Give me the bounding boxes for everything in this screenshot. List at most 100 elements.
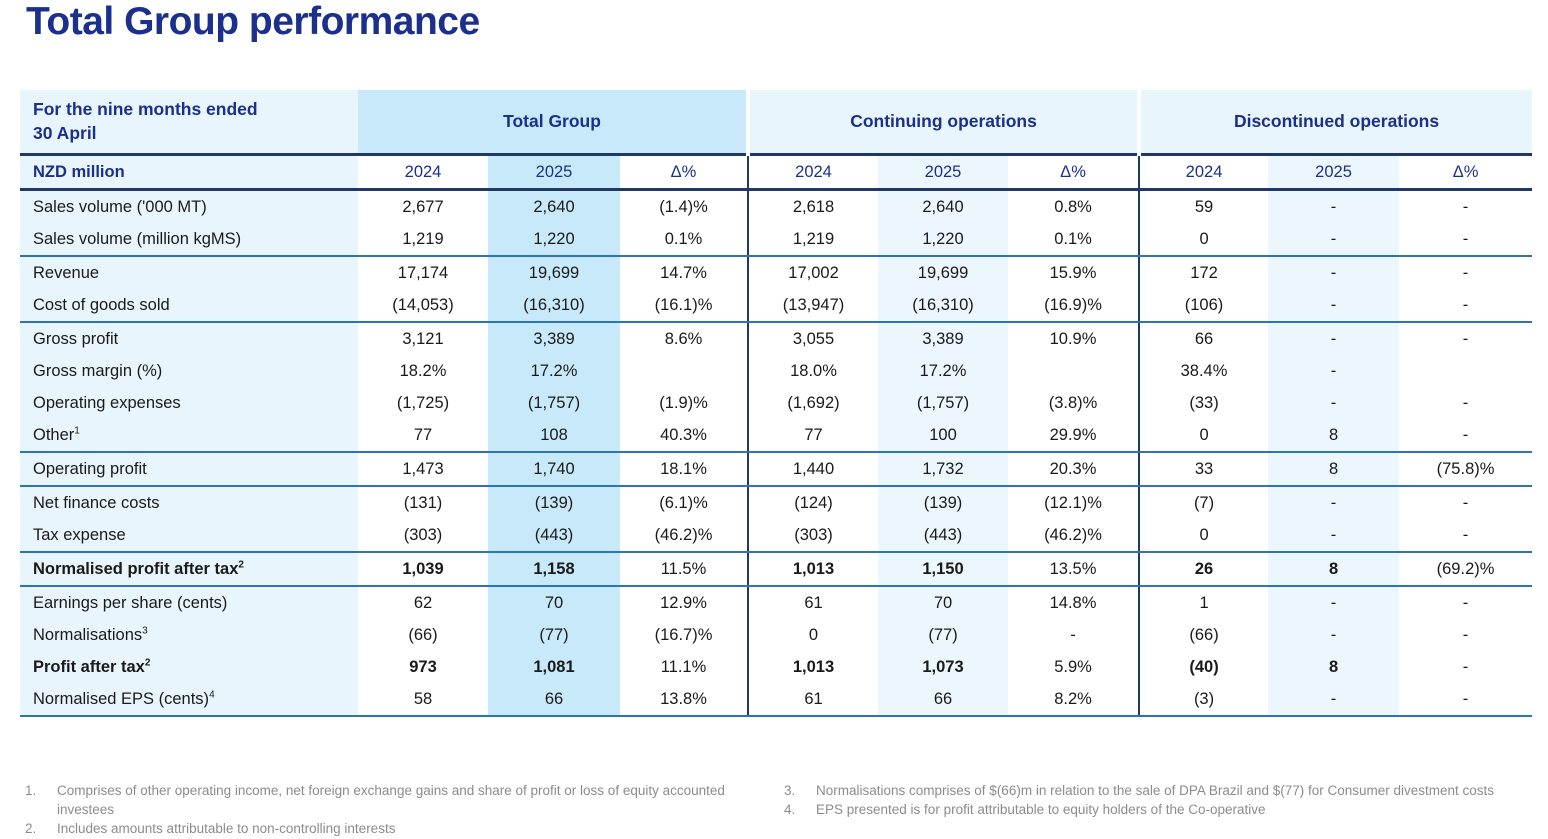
value-cell: 17,002	[747, 256, 879, 289]
value-cell: 10.9%	[1049, 329, 1097, 348]
table-header-band: For the nine months ended 30 April Total…	[20, 90, 1533, 156]
value-cell: 1,150	[878, 552, 1009, 587]
value-cell: 17.2%	[878, 355, 1009, 387]
value-cell: 70	[488, 586, 620, 619]
page-title: Total Group performance	[26, 0, 480, 43]
value-cell: 8	[1268, 452, 1400, 487]
value-cell: 1,073	[878, 651, 1009, 683]
value-cell: (16.9)%	[1008, 289, 1140, 323]
footnote-3: 3. Normalisations comprises of $(66)m in…	[784, 782, 1546, 801]
value-cell: 38.4%	[1138, 355, 1269, 387]
value-cell: 14.8%	[1049, 593, 1097, 612]
value-cell: 58	[358, 683, 488, 717]
value-cell: 1,039	[358, 552, 488, 587]
value-cell: 0.1%	[620, 223, 749, 257]
value-cell: 0	[1138, 419, 1269, 453]
value-cell: 26	[1138, 552, 1269, 587]
value-cell: (1,757)	[878, 387, 1009, 419]
value-cell: 1,473	[358, 452, 488, 487]
value-cell: 3,389	[488, 322, 620, 355]
row-label: Normalisations3	[20, 619, 358, 651]
value-cell: -	[1462, 393, 1469, 412]
value-cell: 0.8%	[1054, 197, 1092, 216]
value-cell: (16.7)%	[654, 625, 713, 644]
value-cell: (303)	[747, 519, 879, 553]
value-cell	[1399, 355, 1532, 387]
value-cell: 1,220	[488, 223, 620, 257]
footnote-text: EPS presented is for profit attributable…	[816, 801, 1266, 817]
value-cell: (3)	[1138, 683, 1269, 717]
value-cell: 2,640	[488, 189, 620, 223]
value-cell: (106)	[1138, 289, 1269, 323]
value-cell: 20.3%	[1008, 452, 1140, 487]
footnote-4: 4. EPS presented is for profit attributa…	[784, 801, 1546, 820]
value-cell: 11.1%	[660, 657, 707, 676]
value-cell: 0	[1138, 519, 1269, 553]
value-cell: 19,699	[878, 256, 1009, 289]
table-row: Operating profit 1,473 1,740 18.1% 1,440 1,73…	[20, 452, 1533, 487]
value-cell: 66	[1138, 322, 1269, 355]
value-cell: (139)	[878, 486, 1009, 519]
value-cell: 13.8%	[620, 683, 749, 717]
value-cell: (12.1)%	[1044, 493, 1102, 512]
row-label: Normalised EPS (cents)4	[20, 683, 358, 717]
footnote-text: Includes amounts attributable to non-con…	[57, 820, 396, 836]
table-row: Normalised profit after tax2 1,039 1,158 11…	[20, 552, 1533, 587]
value-cell: -	[1462, 263, 1469, 282]
value-cell: 100	[878, 419, 1009, 453]
col-header-do-2024: 2024	[1138, 154, 1269, 191]
value-cell: 15.9%	[1049, 263, 1097, 282]
value-cell: (303)	[358, 519, 488, 553]
footnote-number: 2.	[25, 820, 37, 836]
value-cell: (69.2)%	[1399, 552, 1533, 587]
value-cell: 108	[488, 419, 620, 453]
value-cell: -	[1268, 586, 1400, 619]
row-label: Operating profit	[20, 452, 358, 487]
row-label: Normalised profit after tax2	[20, 552, 358, 587]
col-header-do-delta: Δ%	[1399, 154, 1533, 191]
value-cell: (139)	[488, 486, 620, 519]
value-cell: (33)	[1138, 387, 1269, 419]
row-label: Sales volume (million kgMS)	[20, 223, 358, 257]
value-cell: (16,310)	[878, 289, 1009, 323]
value-cell: 62	[413, 593, 433, 612]
value-cell: (66)	[1138, 619, 1269, 651]
value-cell: (46.2)%	[620, 519, 749, 553]
period-header: For the nine months ended 30 April	[20, 90, 358, 156]
footnote-1: 1. Comprises of other operating income, …	[25, 782, 737, 820]
value-cell: -	[1268, 256, 1400, 289]
value-cell: -	[1268, 355, 1400, 387]
row-label: Gross margin (%)	[20, 355, 358, 387]
value-cell: 12.9%	[660, 593, 707, 612]
value-cell: 77	[747, 419, 879, 453]
value-cell: (131)	[403, 493, 443, 512]
row-label: Net finance costs	[20, 486, 358, 519]
value-cell: 8	[1268, 419, 1400, 453]
value-cell: -	[1268, 223, 1400, 257]
period-line-1: For the nine months ended	[33, 98, 258, 119]
value-cell: (1,757)	[488, 387, 620, 419]
value-cell: 1,158	[488, 552, 620, 587]
value-cell: 3,121	[402, 329, 444, 348]
value-cell: 59	[1138, 189, 1269, 223]
value-cell: 172	[1138, 256, 1269, 289]
row-label: Operating expenses	[20, 387, 358, 419]
value-cell: -	[1268, 322, 1400, 355]
table-body: Sales volume ('000 MT) 2,677 2,640 (1.4)% 2,…	[20, 189, 1533, 717]
value-cell: (7)	[1138, 486, 1269, 519]
value-cell: 0.1%	[1008, 223, 1140, 257]
footnote-text: Normalisations comprises of $(66)m in re…	[816, 783, 1495, 798]
section-header-continuing: Continuing operations	[746, 90, 1140, 156]
row-label: Profit after tax2	[20, 651, 358, 683]
value-cell	[1008, 355, 1139, 387]
row-label: Other1	[20, 419, 358, 453]
value-cell: (1,692)	[747, 387, 879, 419]
row-label: Cost of goods sold	[20, 289, 358, 323]
section-header-total-group: Total Group	[358, 90, 749, 156]
value-cell: 66	[488, 683, 620, 717]
value-cell: 3,055	[747, 322, 879, 355]
value-cell: (13,947)	[747, 289, 879, 323]
value-cell: (1.9)%	[659, 393, 708, 412]
value-cell: (16,310)	[488, 289, 620, 323]
value-cell: (66)	[408, 625, 438, 644]
